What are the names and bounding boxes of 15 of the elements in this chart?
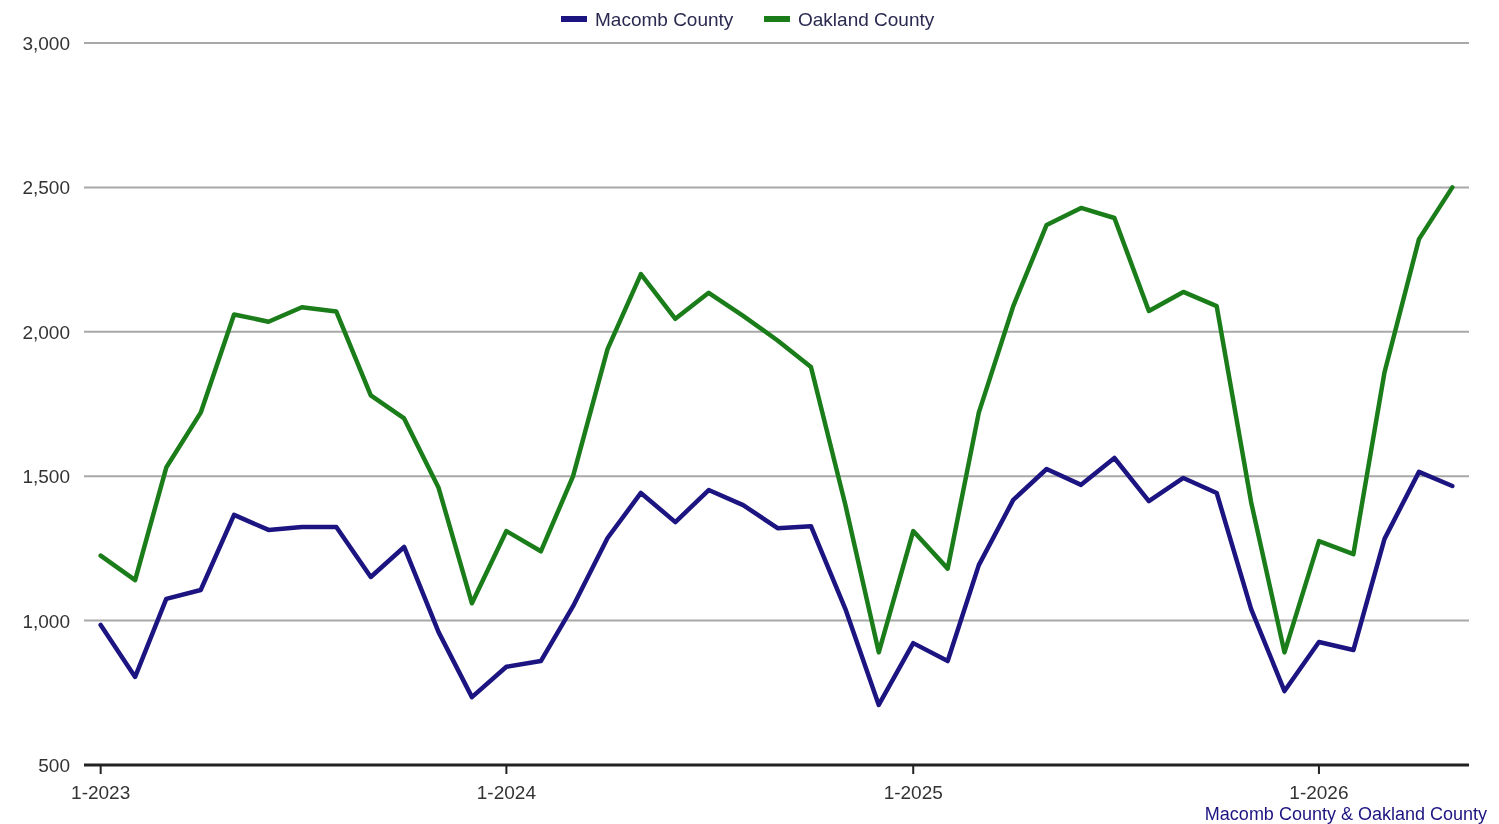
text: Macomb County & Oakland County: [1204, 804, 1487, 824]
y-tick-label: 500: [38, 755, 70, 776]
y-tick-label: 2,500: [22, 177, 70, 199]
line-series: [98, 455, 1455, 708]
x-tick-label: 1-2025: [883, 782, 943, 803]
y-tick-label: 3,000: [22, 33, 70, 54]
legend-label: Macomb County: [595, 9, 734, 30]
x-tick-label: 1-2024: [476, 782, 537, 803]
x-tick-label: 1-2023: [71, 782, 131, 803]
line-series: [98, 185, 1455, 655]
y-tick-label: 1,500: [22, 466, 70, 488]
y-tick-label: 1,000: [22, 610, 70, 632]
y-tick-label: 2,000: [22, 321, 70, 343]
legend-label: Oakland County: [798, 9, 935, 30]
x-tick-label: 1-2026: [1289, 782, 1349, 803]
